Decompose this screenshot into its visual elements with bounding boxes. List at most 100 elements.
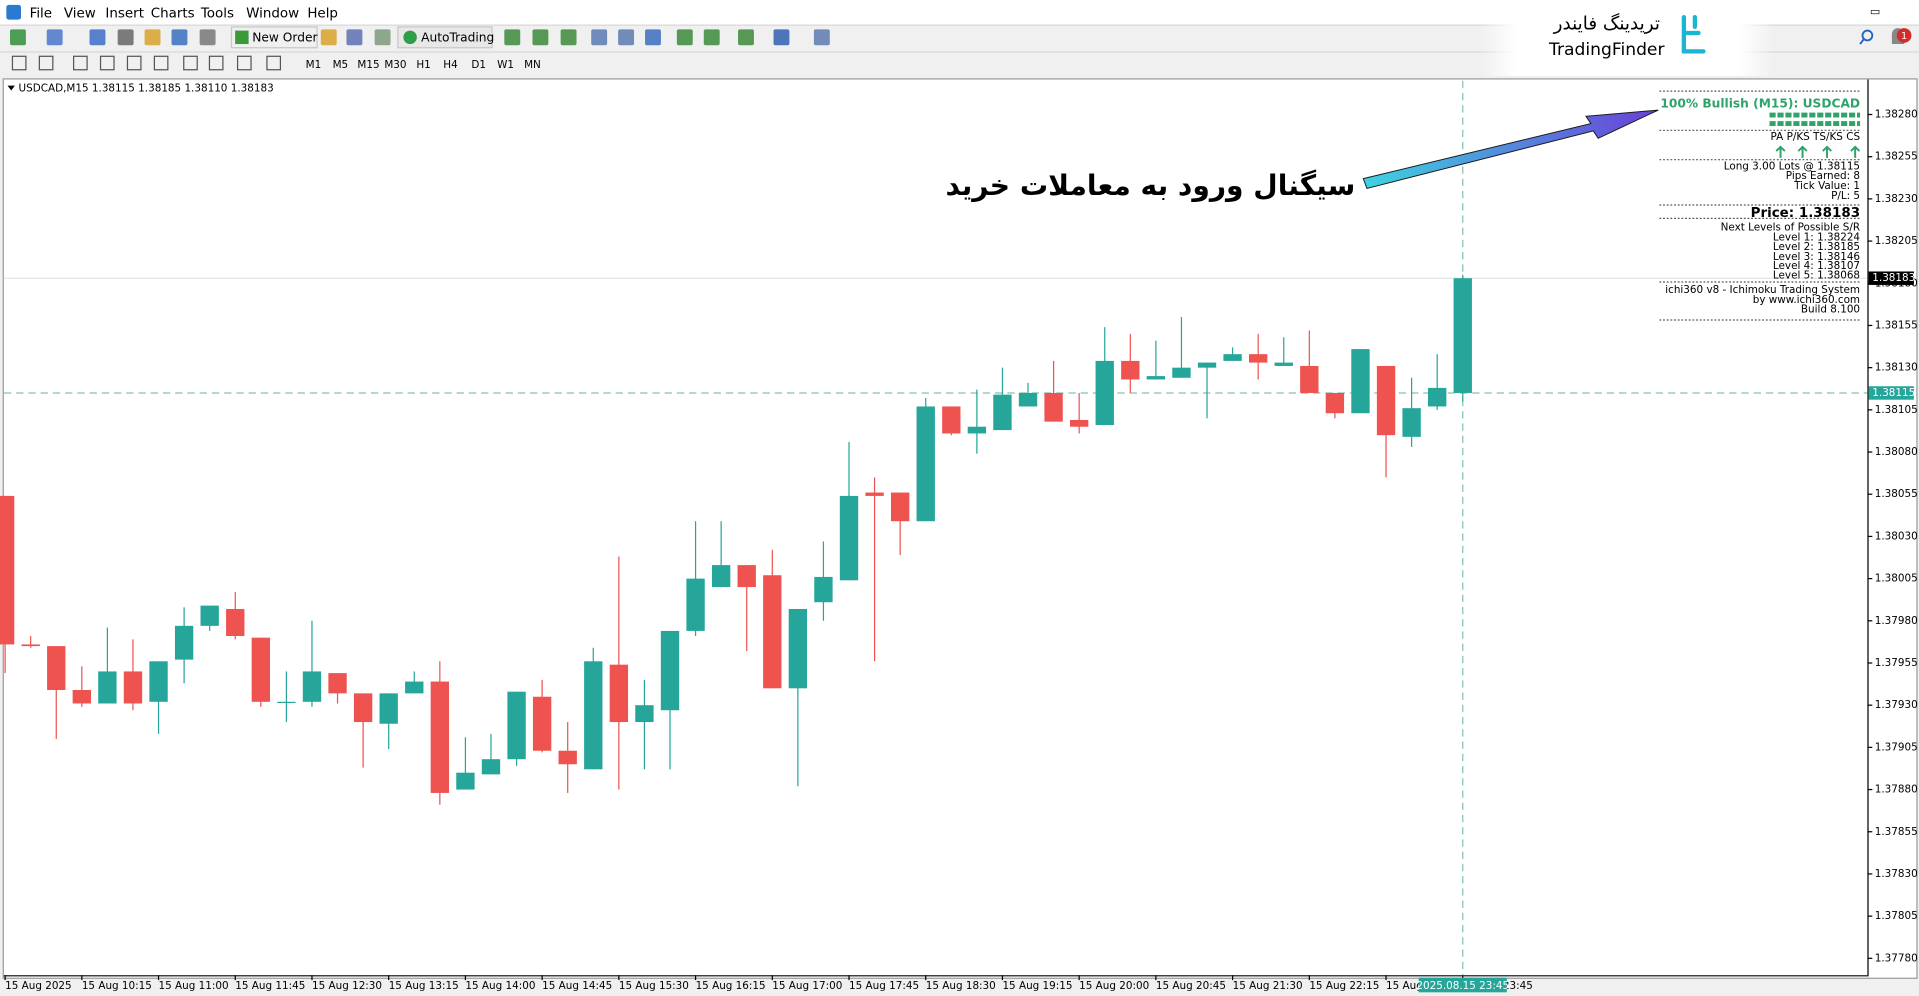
x-tick-label: 15 Aug 20:45 [1156, 980, 1226, 992]
drawing-tool[interactable] [38, 55, 54, 71]
y-tick-label: 1.38155 [1875, 319, 1918, 331]
panel-price: Price: 1.38183 [1751, 206, 1860, 221]
panel-pl: P/L: 5 [1831, 190, 1860, 202]
autotrading-button[interactable] [397, 26, 493, 49]
autotrading-label[interactable]: AutoTrading [421, 30, 494, 44]
toolbar-button[interactable] [738, 29, 754, 46]
timeframe-button[interactable]: M5 [333, 59, 349, 71]
menu-item[interactable]: View [64, 6, 96, 21]
x-tick-label: 15 Aug 21:30 [1233, 980, 1303, 992]
y-tick-label: 1.37905 [1875, 741, 1918, 753]
toolbar-button[interactable] [144, 29, 161, 46]
candle-body [405, 681, 424, 694]
toolbar-button[interactable] [346, 29, 363, 46]
timeframe-button[interactable]: M30 [384, 59, 406, 71]
candle-body [635, 705, 654, 723]
timeframe-button[interactable]: H4 [443, 59, 458, 71]
candle-body [430, 681, 450, 793]
toolbar-button[interactable] [46, 29, 63, 46]
chart-title: USDCAD,M15 1.38115 1.38185 1.38110 1.381… [19, 83, 274, 95]
timeframe-button[interactable]: MN [524, 59, 541, 71]
menu-item[interactable]: Window [246, 6, 299, 21]
candle-body [763, 575, 782, 689]
menu-item[interactable]: Insert [105, 6, 144, 21]
candle-body [737, 565, 756, 588]
toolbar-button[interactable] [703, 29, 720, 46]
plot-area: 1.37780 1.37805 1.37830 1.37855 1.37880 1.379… [0, 80, 1918, 993]
candle-body [890, 492, 910, 522]
drawing-tool[interactable] [99, 55, 115, 71]
notification-count: 1 [1901, 31, 1907, 42]
candle-body [0, 495, 15, 645]
candle-body [1018, 392, 1038, 407]
drawing-tool[interactable] [126, 55, 142, 71]
candle-body [328, 673, 347, 694]
y-tick-label: 1.37855 [1875, 826, 1918, 838]
candle-body [1172, 367, 1191, 378]
timeframe-button[interactable]: W1 [497, 59, 514, 71]
annotation-arrow [1362, 109, 1659, 190]
candle-body [1146, 376, 1166, 380]
app-icon [6, 4, 22, 20]
toolbar-button[interactable] [504, 29, 521, 46]
panel-footer: ichi360 v8 - Ichimoku Trading System [1665, 284, 1860, 296]
menu-item[interactable]: Help [307, 6, 338, 21]
x-tick-label: 15 Aug 20:00 [1079, 980, 1149, 992]
candle-body [1351, 349, 1370, 414]
menu-item[interactable]: Charts [151, 6, 195, 21]
timeframe-button[interactable]: D1 [471, 59, 486, 71]
y-tick-label: 1.38230 [1875, 193, 1918, 205]
candle-body [942, 406, 961, 434]
candle-body [532, 696, 552, 751]
toolbar-button[interactable] [199, 29, 216, 46]
candle-body [1095, 360, 1114, 426]
drawing-tool[interactable] [153, 55, 169, 71]
candle-body [21, 644, 40, 647]
toolbar-button[interactable] [560, 29, 577, 46]
candle-body [558, 750, 577, 765]
x-tick-label: 15 Aug 17:00 [772, 980, 842, 992]
new-order-button[interactable] [230, 26, 318, 49]
candle-body [814, 576, 833, 603]
notification-badge [1896, 28, 1912, 43]
drawing-tool[interactable] [73, 55, 88, 71]
candle-body [507, 691, 526, 760]
toolbar-button[interactable] [320, 29, 337, 46]
x-tick-label: 15 Aug 14:45 [542, 980, 612, 992]
toolbar-button[interactable] [773, 29, 790, 46]
toolbar-button[interactable] [591, 29, 608, 46]
y-tick-label: 1.37980 [1875, 615, 1918, 627]
toolbar-button[interactable] [117, 29, 134, 46]
candle-body [1197, 362, 1217, 368]
drawing-tool[interactable] [236, 55, 252, 71]
candle-body [456, 772, 475, 790]
toolbar-button[interactable] [645, 29, 661, 46]
new-order-label[interactable]: New Order [252, 30, 318, 44]
toolbar-button[interactable] [813, 29, 830, 46]
drawing-tool[interactable] [11, 55, 27, 71]
toolbar-button[interactable] [9, 29, 26, 46]
toolbar-button[interactable] [676, 29, 693, 46]
toolbar-button[interactable] [89, 29, 106, 46]
timeframe-button[interactable]: M1 [306, 59, 322, 71]
panel-tick-value: Tick Value: 1 [1793, 180, 1860, 192]
search-icon[interactable] [1861, 29, 1874, 42]
autotrading-icon [403, 30, 417, 45]
drawing-tool[interactable] [208, 55, 224, 71]
candle-body [379, 693, 398, 724]
toolbar-button[interactable] [374, 29, 391, 46]
candle-body [839, 495, 859, 581]
toolbar-button[interactable] [171, 29, 188, 46]
drawing-tool[interactable] [266, 55, 282, 71]
timeframe-button[interactable]: M15 [357, 59, 379, 71]
menu-item[interactable]: Tools [200, 6, 234, 21]
window-control[interactable]: ▭ [1870, 5, 1880, 18]
timeframe-button[interactable]: H1 [416, 59, 430, 71]
candle-body [98, 671, 117, 704]
candle-body [967, 426, 987, 434]
toolbar-button[interactable] [532, 29, 549, 46]
toolbar-button[interactable] [618, 29, 635, 46]
menu-item[interactable]: File [30, 6, 53, 21]
drawing-tool[interactable] [183, 55, 198, 71]
